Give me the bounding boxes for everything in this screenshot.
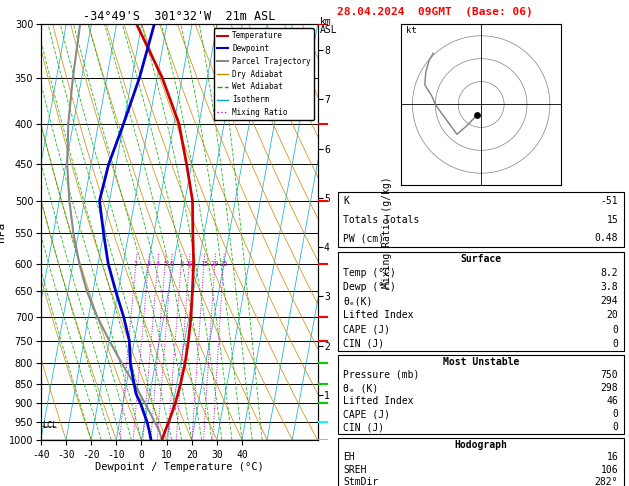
Bar [338, 438, 624, 486]
Text: 15: 15 [606, 215, 618, 225]
Bar [338, 192, 624, 247]
Text: 298: 298 [601, 383, 618, 393]
Text: Pressure (mb): Pressure (mb) [343, 370, 420, 380]
Bar [338, 355, 624, 434]
Text: km: km [320, 17, 331, 27]
Legend: Temperature, Dewpoint, Parcel Trajectory, Dry Adiabat, Wet Adiabat, Isotherm, Mi: Temperature, Dewpoint, Parcel Trajectory… [214, 28, 314, 120]
Text: K: K [343, 196, 349, 206]
Text: EH: EH [343, 452, 355, 462]
Text: 25: 25 [220, 260, 228, 266]
Text: 0: 0 [613, 422, 618, 433]
Text: Totals Totals: Totals Totals [343, 215, 420, 225]
Text: 3: 3 [147, 260, 151, 266]
Text: 4: 4 [155, 260, 160, 266]
Text: Dewp (°C): Dewp (°C) [343, 282, 396, 292]
Text: Lifted Index: Lifted Index [343, 311, 414, 320]
Text: -51: -51 [601, 196, 618, 206]
Text: 106: 106 [601, 465, 618, 475]
Bar [338, 252, 624, 351]
Text: 3.8: 3.8 [601, 282, 618, 292]
Text: 0.48: 0.48 [595, 233, 618, 243]
Text: 6: 6 [169, 260, 174, 266]
Text: CAPE (J): CAPE (J) [343, 409, 391, 419]
Point [472, 111, 482, 119]
Text: PW (cm): PW (cm) [343, 233, 384, 243]
Text: 5: 5 [163, 260, 167, 266]
Text: Mixing Ratio (g/kg): Mixing Ratio (g/kg) [382, 176, 392, 288]
Text: SREH: SREH [343, 465, 367, 475]
Text: Hodograph: Hodograph [454, 440, 508, 450]
Text: 294: 294 [601, 296, 618, 306]
Text: ASL: ASL [320, 25, 337, 35]
Text: 282°: 282° [595, 477, 618, 486]
Text: LCL: LCL [42, 421, 57, 430]
Text: Most Unstable: Most Unstable [443, 357, 519, 367]
Text: kt: kt [406, 26, 416, 35]
Text: 20: 20 [211, 260, 219, 266]
Text: 16: 16 [606, 452, 618, 462]
Text: θₑ(K): θₑ(K) [343, 296, 373, 306]
Text: StmDir: StmDir [343, 477, 379, 486]
X-axis label: Dewpoint / Temperature (°C): Dewpoint / Temperature (°C) [95, 462, 264, 472]
Text: 2: 2 [134, 260, 138, 266]
Text: 8: 8 [179, 260, 184, 266]
Text: 0: 0 [613, 325, 618, 335]
Text: 46: 46 [606, 396, 618, 406]
Y-axis label: hPa: hPa [0, 222, 6, 242]
Text: Temp (°C): Temp (°C) [343, 268, 396, 278]
Text: Surface: Surface [460, 254, 501, 264]
Text: CIN (J): CIN (J) [343, 422, 384, 433]
Text: 0: 0 [613, 409, 618, 419]
Text: CAPE (J): CAPE (J) [343, 325, 391, 335]
Text: θₑ (K): θₑ (K) [343, 383, 379, 393]
Text: 28.04.2024  09GMT  (Base: 06): 28.04.2024 09GMT (Base: 06) [337, 7, 532, 17]
Text: 10: 10 [185, 260, 194, 266]
Text: 750: 750 [601, 370, 618, 380]
Text: 20: 20 [606, 311, 618, 320]
Text: Lifted Index: Lifted Index [343, 396, 414, 406]
Text: CIN (J): CIN (J) [343, 339, 384, 349]
Text: 15: 15 [200, 260, 208, 266]
Title: -34°49'S  301°32'W  21m ASL: -34°49'S 301°32'W 21m ASL [83, 10, 276, 23]
Text: 0: 0 [613, 339, 618, 349]
Text: 8.2: 8.2 [601, 268, 618, 278]
